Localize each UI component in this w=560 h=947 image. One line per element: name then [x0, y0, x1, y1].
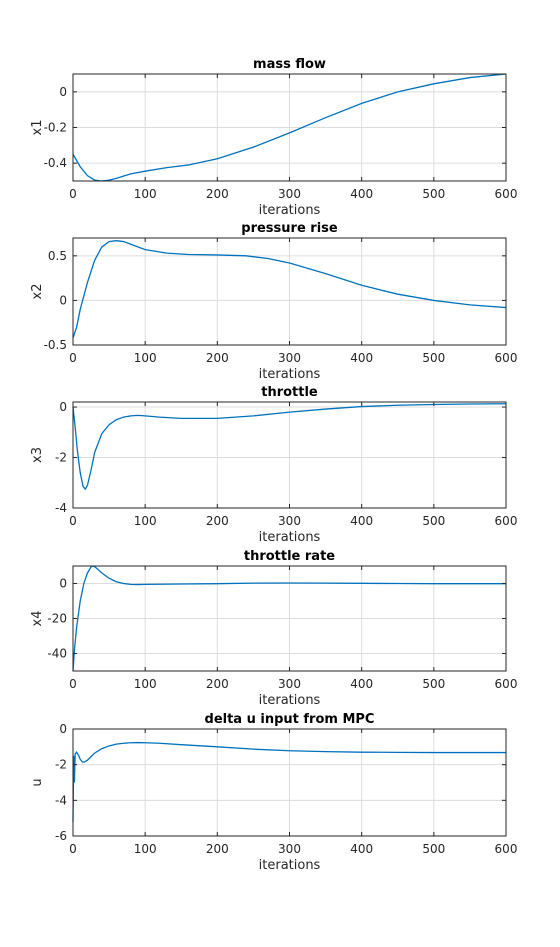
y-tick-label: -40: [47, 647, 67, 661]
x-tick-label: 400: [350, 187, 373, 201]
x-tick-label: 600: [495, 677, 518, 691]
x-tick-label: 400: [350, 351, 373, 365]
y-axis-label: x1: [30, 120, 45, 136]
y-tick-label: -0.4: [44, 156, 67, 170]
chart-title: pressure rise: [241, 221, 338, 236]
y-axis-label: x3: [30, 447, 45, 463]
chart-title: throttle: [261, 385, 318, 400]
subplot-3: 0 100 200 300 400 500 600 -4 -2 0 throttle iteratio…: [30, 385, 517, 545]
x-tick-label: 100: [134, 677, 157, 691]
chart-title: delta u input from MPC: [205, 712, 375, 727]
x-tick-label: 0: [69, 514, 77, 528]
series-line-1: [72, 565, 506, 672]
y-tick-label: -6: [55, 829, 67, 843]
y-tick-label: -2: [55, 451, 67, 465]
y-tick-label: 0: [59, 85, 67, 99]
series-line-1: [72, 240, 507, 339]
y-tick-label: 0.5: [48, 249, 67, 263]
y-tick-label: 0: [59, 400, 67, 414]
x-tick-label: 0: [69, 677, 77, 691]
x-tick-label: 200: [206, 514, 229, 528]
series-line-1: [72, 741, 506, 822]
x-tick-label: 0: [69, 842, 77, 856]
x-axis-label: iterations: [259, 693, 321, 708]
y-tick-label: 0: [59, 293, 67, 307]
y-axis-label: x2: [30, 284, 45, 300]
x-tick-label: 600: [495, 351, 518, 365]
chart-title: throttle rate: [244, 549, 335, 564]
subplot-5: 0 100 200 300 400 500 600 -6 -4 -2 0 delta u input …: [30, 712, 517, 873]
y-tick-label: 0: [59, 577, 67, 591]
x-tick-label: 100: [134, 351, 157, 365]
y-axis-label: x4: [30, 611, 45, 627]
y-tick-label: -4: [55, 501, 67, 515]
y-tick-label: -2: [55, 758, 67, 772]
x-axis-label: iterations: [259, 858, 321, 873]
y-tick-label: -4: [55, 793, 67, 807]
x-tick-label: 500: [422, 677, 445, 691]
subplot-1: 0 100 200 300 400 500 600 -0.4 -0.2 0 mass flow ite…: [30, 57, 517, 218]
subplot-4: 0 100 200 300 400 500 600 -40 -20 0 throttle rate i…: [30, 549, 517, 708]
x-tick-label: 200: [206, 351, 229, 365]
x-axis-label: iterations: [259, 530, 321, 545]
x-tick-label: 100: [134, 514, 157, 528]
x-tick-label: 500: [422, 187, 445, 201]
series-line-1: [72, 403, 507, 491]
x-tick-label: 0: [69, 187, 77, 201]
x-tick-label: 200: [206, 187, 229, 201]
x-tick-label: 300: [278, 351, 301, 365]
y-tick-label: -20: [47, 612, 67, 626]
y-tick-label: 0: [59, 722, 67, 736]
x-tick-label: 600: [495, 842, 518, 856]
x-axis-label: iterations: [259, 367, 321, 382]
x-tick-label: 400: [350, 677, 373, 691]
x-tick-label: 600: [495, 514, 518, 528]
x-tick-label: 100: [134, 842, 157, 856]
y-tick-label: -0.2: [44, 121, 67, 135]
x-tick-label: 300: [278, 187, 301, 201]
x-tick-label: 400: [350, 842, 373, 856]
x-tick-label: 100: [134, 187, 157, 201]
x-tick-label: 200: [206, 677, 229, 691]
x-tick-label: 200: [206, 842, 229, 856]
chart-title: mass flow: [253, 57, 326, 72]
x-tick-label: 300: [278, 514, 301, 528]
x-tick-label: 500: [422, 842, 445, 856]
x-tick-label: 600: [495, 187, 518, 201]
x-tick-label: 0: [69, 351, 77, 365]
x-tick-label: 500: [422, 514, 445, 528]
y-tick-label: -0.5: [44, 338, 67, 352]
x-tick-label: 300: [278, 677, 301, 691]
x-tick-label: 300: [278, 842, 301, 856]
x-tick-label: 400: [350, 514, 373, 528]
series-line-1: [72, 73, 507, 182]
x-axis-label: iterations: [259, 203, 321, 218]
x-tick-label: 500: [422, 351, 445, 365]
y-axis-label: u: [30, 778, 45, 786]
